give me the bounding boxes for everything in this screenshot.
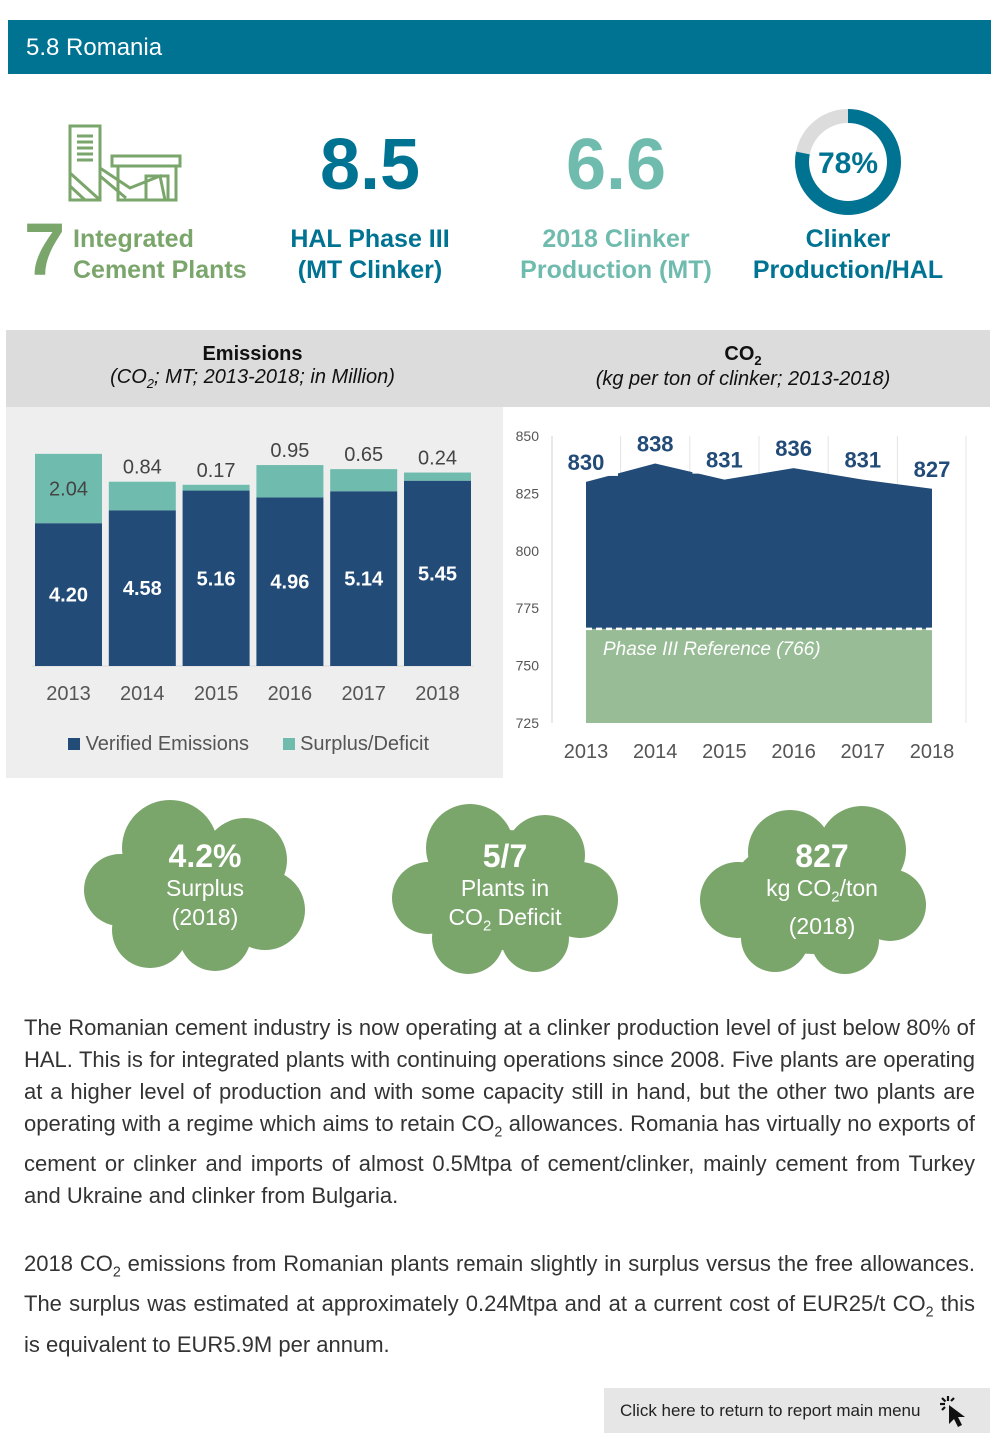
y-tick-725: 725	[516, 715, 540, 731]
x-tick-2013: 2013	[46, 683, 91, 705]
production-label: 2018 Clinker Production (MT)	[520, 225, 712, 284]
co2-chart-title: CO2 (kg per ton of clinker; 2013-2018)	[595, 343, 891, 390]
legend-swatch-surplus	[282, 738, 295, 750]
bar-verified-2018	[404, 480, 471, 666]
bar-verified-2017	[330, 491, 398, 666]
charts-panel-header	[6, 330, 990, 407]
cloud-shape-1	[84, 800, 305, 971]
bar-surplus-2014	[108, 481, 176, 511]
bar-surplus-2018	[404, 472, 471, 481]
co2-intensity-area	[586, 463, 932, 629]
co2-x-tick-2014: 2014	[633, 741, 678, 763]
cloud-intensity-value: 827	[795, 838, 849, 874]
ratio-donut: 78%	[795, 109, 901, 215]
label-verified-2014: 4.58	[123, 578, 162, 600]
section-header: 5.8 Romania	[8, 20, 991, 74]
ratio-donut-arc	[795, 109, 901, 215]
cloud-intensity: 827 kg CO2/ton (2018)	[722, 838, 922, 941]
bar-verified-2015	[182, 490, 250, 666]
label-verified-2013: 4.20	[49, 585, 88, 607]
ratio-value: 78%	[818, 147, 878, 180]
y-tick-850: 850	[516, 428, 540, 444]
label-surplus-2016: 0.95	[270, 440, 309, 462]
bar-verified-2014	[108, 510, 176, 666]
label-verified-2017: 5.14	[344, 569, 384, 591]
bar-surplus-2017	[330, 469, 398, 492]
cloud-deficit-value: 5/7	[482, 838, 528, 874]
x-tick-2014: 2014	[120, 683, 165, 705]
paragraph-2: 2018 CO2 emissions from Romanian plants …	[24, 1251, 976, 1357]
co2-x-tick-2016: 2016	[771, 741, 816, 763]
return-to-menu-label: Click here to return to report main menu	[620, 1401, 921, 1420]
y-tick-825: 825	[516, 485, 540, 501]
section-title: 5.8 Romania	[26, 34, 163, 61]
bar-surplus-2015	[182, 484, 250, 491]
bar-verified-2013	[35, 523, 102, 666]
return-to-menu-button[interactable]: Click here to return to report main menu	[604, 1388, 990, 1433]
bar-verified-2016	[256, 497, 324, 666]
co2-chart: 725 750 775 800 825 850 Phase III Reference (7…	[516, 428, 967, 763]
plant-label: Integrated Cement Plants	[73, 225, 247, 284]
value-label-bg	[692, 445, 757, 474]
label-surplus-2015: 0.17	[197, 460, 236, 482]
label-verified-2018: 5.45	[418, 563, 457, 585]
label-surplus-2017: 0.65	[344, 444, 383, 466]
label-surplus-2013: 2.04	[49, 479, 88, 501]
hal-value: 8.5	[319, 125, 421, 205]
bar-surplus-2016	[256, 465, 324, 498]
cloud-surplus: 4.2% Surplus (2018)	[105, 838, 305, 932]
value-label-bg	[761, 434, 826, 463]
value-label-bg	[900, 454, 964, 483]
value-label-bg	[623, 429, 688, 458]
pointer-click-icon	[940, 1396, 965, 1427]
ratio-label: Clinker Production/HAL	[752, 225, 944, 284]
legend-surplus: Surplus/Deficit	[300, 733, 430, 755]
value-label-2018: 827	[914, 457, 951, 482]
emissions-legend: Verified Emissions Surplus/Deficit	[68, 733, 429, 756]
value-label-bg	[554, 447, 618, 476]
co2-x-tick-2018: 2018	[910, 741, 955, 763]
cloud-shapes	[84, 800, 926, 974]
reference-label: Phase III Reference (766)	[603, 639, 821, 660]
label-verified-2016: 4.96	[270, 572, 309, 594]
y-tick-775: 775	[516, 600, 540, 616]
x-tick-2015: 2015	[194, 683, 239, 705]
value-label-2013: 830	[568, 450, 605, 475]
plant-count: 7	[24, 208, 66, 291]
co2-x-tick-2013: 2013	[564, 741, 609, 763]
label-verified-2015: 5.16	[197, 568, 236, 590]
paragraph-1: The Romanian cement industry is now oper…	[24, 1015, 975, 1209]
legend-verified: Verified Emissions	[85, 733, 249, 755]
emissions-chart: 4.20 2.04 2013 4.58 0.84 2014 5.16 0.17 2015 4.96…	[32, 440, 474, 705]
cloud-shape-2	[392, 804, 618, 974]
bar-surplus-2013	[35, 453, 102, 524]
legend-swatch-verified	[68, 738, 80, 750]
cloud-deficit: 5/7 Plants in CO2 Deficit	[405, 838, 605, 941]
cloud-shape-3	[700, 806, 926, 974]
emissions-chart-title: Emissions (CO2; MT; 2013-2018; in Millio…	[110, 343, 395, 391]
value-label-2014: 838	[637, 432, 674, 457]
co2-x-tick-2017: 2017	[841, 741, 886, 763]
hal-label: HAL Phase III (MT Clinker)	[290, 225, 450, 284]
x-tick-2018: 2018	[415, 683, 460, 705]
label-surplus-2014: 0.84	[123, 457, 162, 479]
co2-x-tick-2015: 2015	[702, 741, 747, 763]
cloud-surplus-value: 4.2%	[168, 838, 242, 874]
value-label-bg	[830, 445, 895, 474]
cement-plant-icon	[68, 124, 182, 202]
production-value: 6.6	[565, 125, 667, 205]
value-label-2016: 836	[775, 436, 812, 461]
y-tick-800: 800	[516, 543, 540, 559]
y-tick-750: 750	[516, 658, 540, 674]
value-label-2017: 831	[844, 448, 881, 473]
reference-area	[586, 628, 932, 723]
label-surplus-2018: 0.24	[418, 448, 457, 470]
x-tick-2016: 2016	[268, 683, 313, 705]
x-tick-2017: 2017	[341, 683, 386, 705]
value-label-2015: 831	[706, 448, 743, 473]
